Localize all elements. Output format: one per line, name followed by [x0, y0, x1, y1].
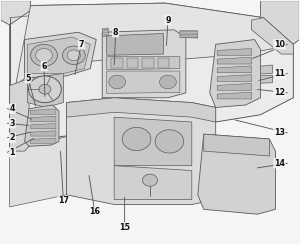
Polygon shape — [31, 123, 56, 129]
Polygon shape — [217, 49, 251, 55]
Polygon shape — [62, 46, 85, 64]
Polygon shape — [102, 30, 186, 98]
Polygon shape — [10, 78, 29, 151]
Polygon shape — [217, 57, 251, 64]
Polygon shape — [204, 134, 269, 156]
Text: 3: 3 — [10, 119, 15, 128]
Polygon shape — [160, 75, 176, 89]
Text: 10: 10 — [274, 40, 285, 49]
Polygon shape — [39, 84, 51, 94]
Text: 6: 6 — [41, 62, 47, 71]
Text: 7: 7 — [79, 40, 84, 49]
Polygon shape — [158, 58, 169, 68]
Polygon shape — [67, 50, 80, 61]
Polygon shape — [251, 18, 293, 54]
Polygon shape — [10, 3, 293, 151]
Polygon shape — [114, 166, 192, 200]
Polygon shape — [31, 109, 56, 114]
Polygon shape — [210, 40, 260, 107]
Polygon shape — [111, 58, 122, 68]
Polygon shape — [114, 117, 192, 166]
Polygon shape — [107, 71, 180, 93]
Polygon shape — [66, 98, 216, 204]
Polygon shape — [107, 57, 180, 70]
Text: 16: 16 — [89, 207, 100, 216]
Text: 15: 15 — [119, 223, 130, 232]
Polygon shape — [107, 33, 164, 55]
Text: 14: 14 — [274, 159, 285, 168]
Polygon shape — [28, 73, 63, 107]
Polygon shape — [1, 1, 31, 25]
Polygon shape — [180, 30, 198, 38]
Text: 8: 8 — [113, 28, 118, 37]
Polygon shape — [217, 66, 251, 73]
Polygon shape — [36, 49, 52, 62]
Polygon shape — [10, 137, 66, 207]
Polygon shape — [25, 105, 59, 146]
Polygon shape — [155, 130, 184, 153]
Polygon shape — [109, 75, 125, 89]
Polygon shape — [142, 58, 154, 68]
Polygon shape — [28, 37, 90, 73]
Polygon shape — [102, 28, 108, 37]
Polygon shape — [260, 75, 272, 83]
Polygon shape — [31, 131, 56, 136]
Polygon shape — [217, 92, 251, 99]
Polygon shape — [217, 75, 251, 81]
Polygon shape — [31, 116, 56, 122]
Text: 4: 4 — [10, 104, 15, 113]
Polygon shape — [25, 32, 96, 78]
Text: 9: 9 — [165, 16, 171, 25]
Polygon shape — [28, 76, 61, 102]
Polygon shape — [217, 83, 251, 90]
Polygon shape — [198, 134, 275, 214]
Text: 11: 11 — [274, 69, 285, 78]
Polygon shape — [122, 127, 151, 151]
Polygon shape — [260, 65, 272, 74]
Text: 17: 17 — [58, 196, 69, 205]
Text: 5: 5 — [26, 74, 31, 83]
Polygon shape — [16, 3, 293, 86]
Polygon shape — [260, 1, 299, 44]
Polygon shape — [142, 174, 158, 186]
Polygon shape — [127, 58, 138, 68]
Text: 2: 2 — [10, 133, 15, 142]
Text: 12: 12 — [274, 88, 285, 97]
Polygon shape — [66, 98, 216, 122]
Polygon shape — [31, 44, 57, 66]
Text: 1: 1 — [10, 148, 15, 157]
Polygon shape — [31, 138, 56, 143]
Text: 13: 13 — [274, 128, 285, 137]
